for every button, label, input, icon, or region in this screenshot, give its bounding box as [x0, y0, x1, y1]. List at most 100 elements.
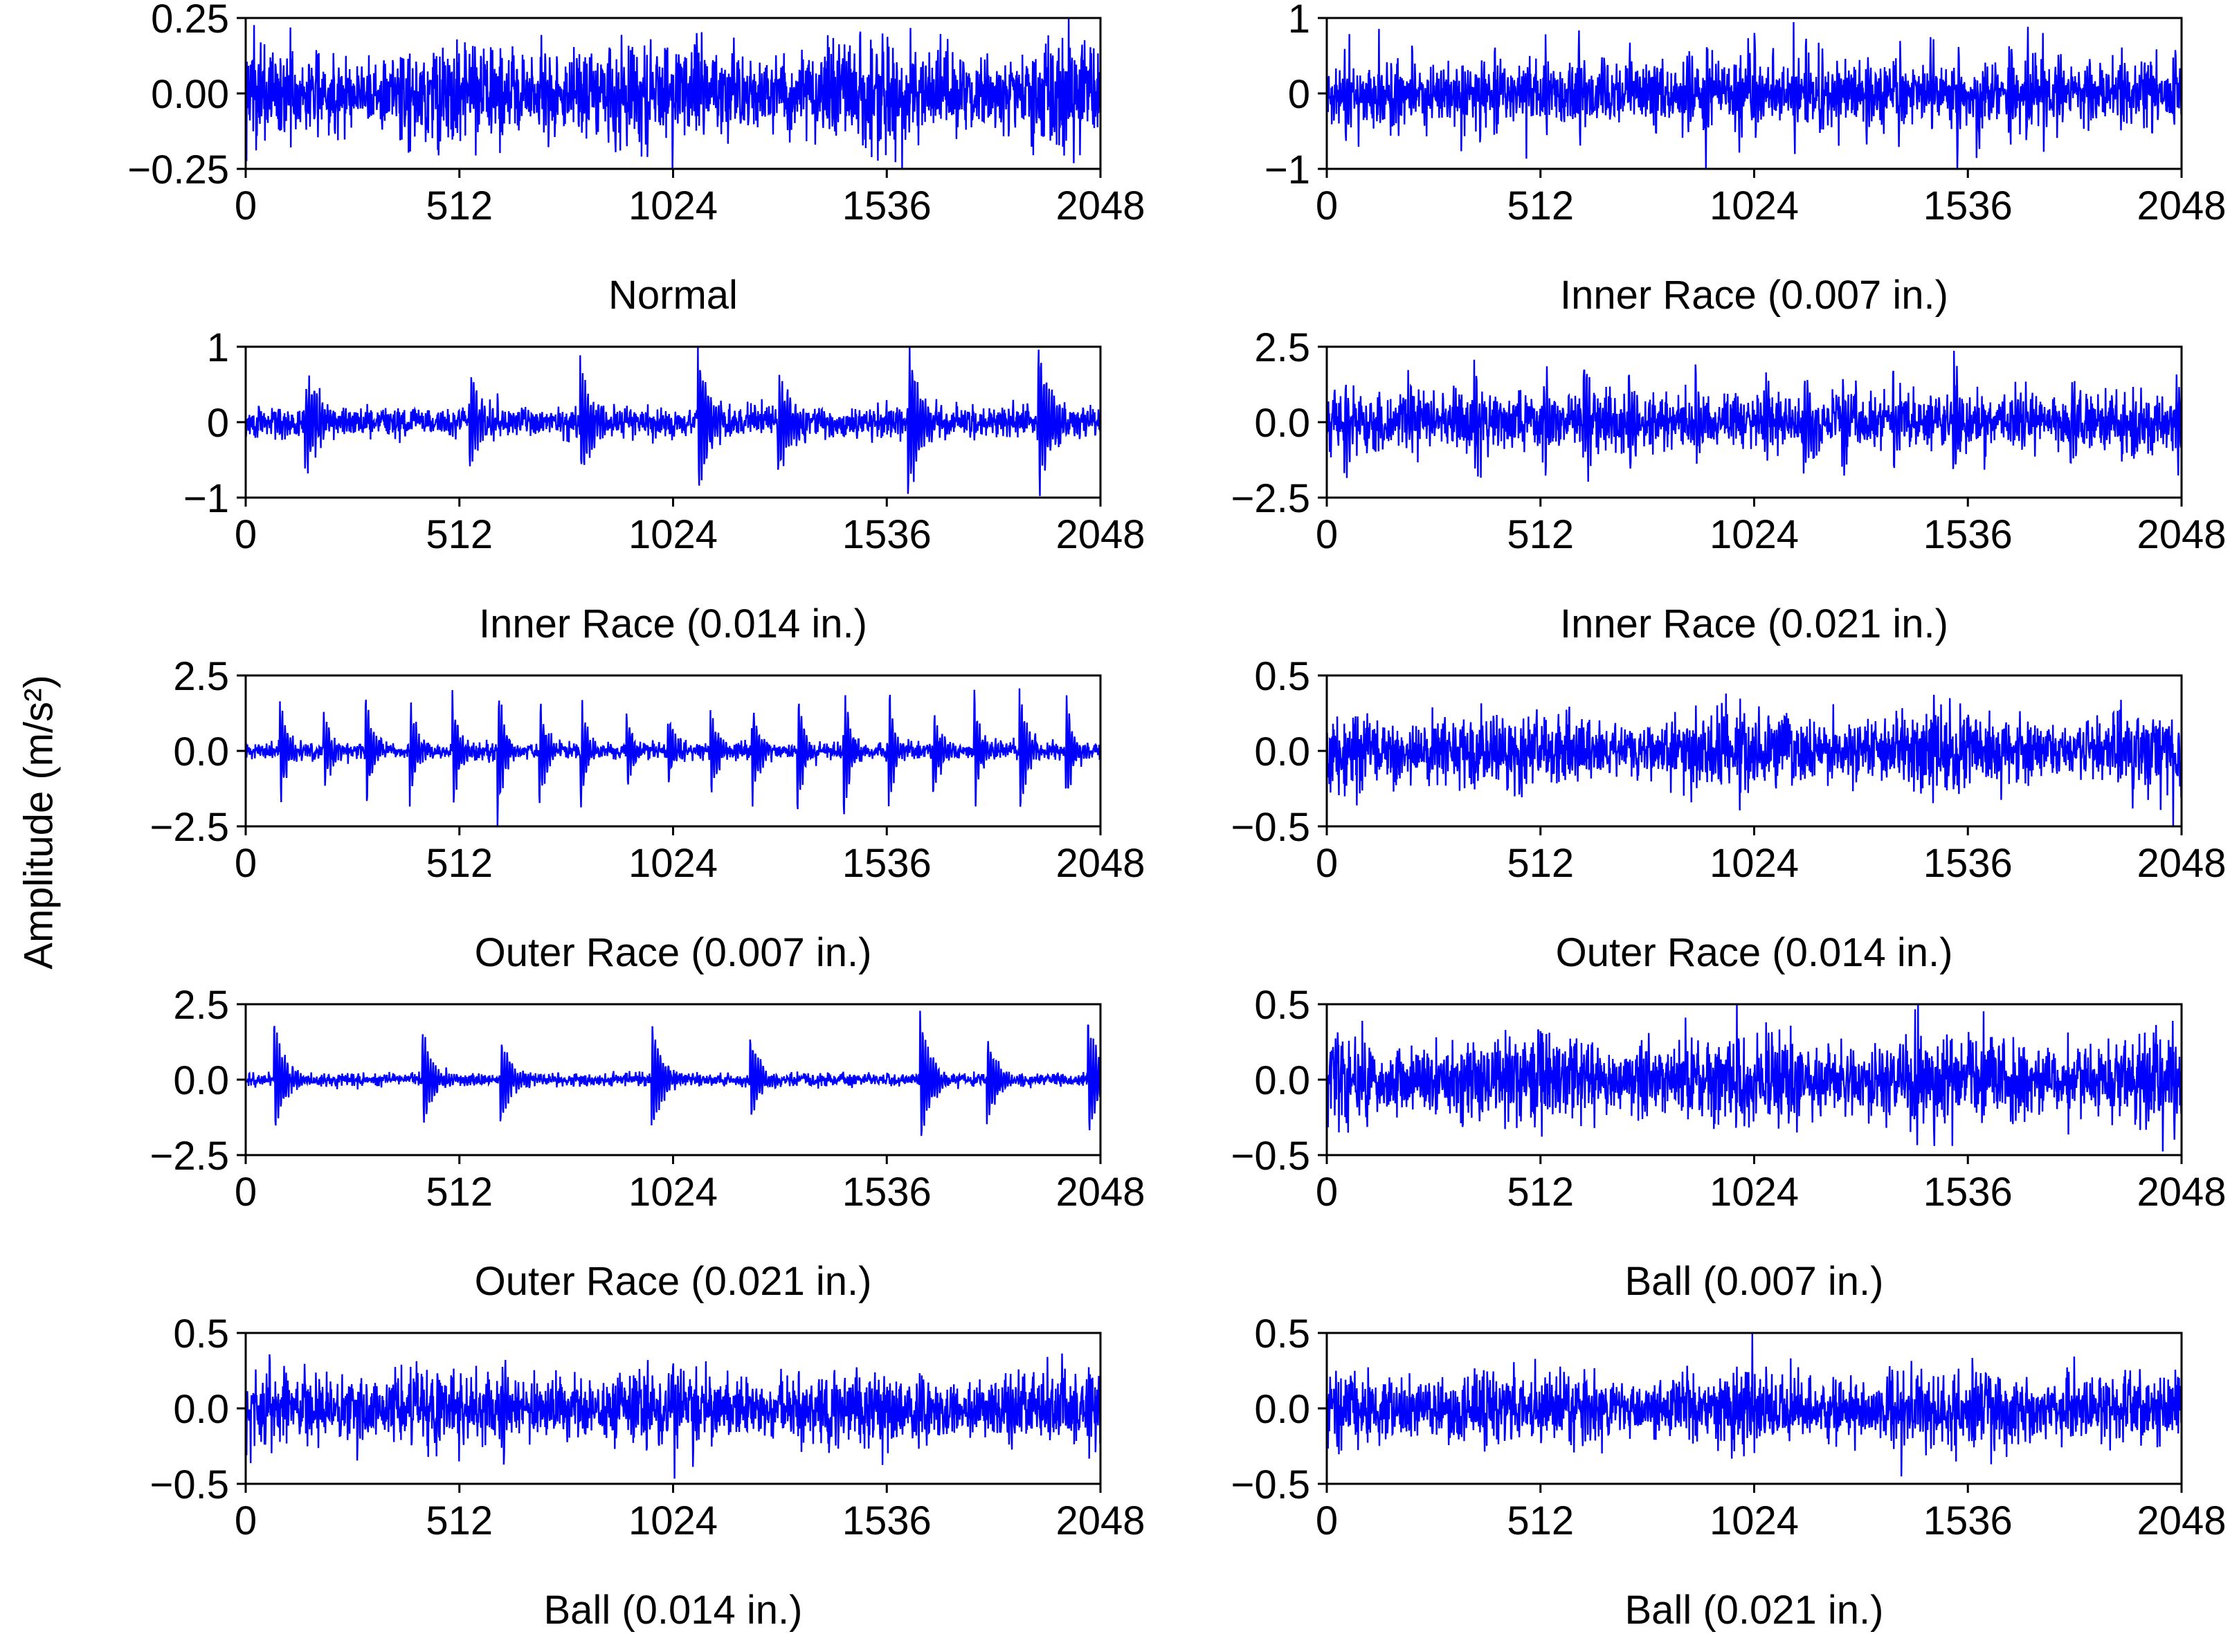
- y-tick-label: 0.0: [1254, 729, 1310, 774]
- y-tick-label: 0.0: [173, 1387, 229, 1432]
- plot-title: Normal: [608, 273, 738, 318]
- y-tick-label: 0.5: [1254, 1311, 1310, 1356]
- x-tick-label: 512: [1507, 1170, 1574, 1215]
- x-tick-label: 512: [1507, 841, 1574, 886]
- subplot-normal: 0.25 0.00 −0.25 0 512 1024 1536 2048 Normal: [76, 0, 1145, 337]
- x-tick-label: 0: [235, 512, 257, 557]
- x-tick-label: 1536: [1923, 1170, 2013, 1215]
- x-tick-label: 0: [235, 1498, 257, 1543]
- waveform-line: [1327, 1004, 2182, 1152]
- x-tick-label: 0: [235, 183, 257, 228]
- x-tick-label: 2048: [2137, 512, 2226, 557]
- x-tick-label: 1536: [842, 1170, 932, 1215]
- x-tick-label: 0: [1316, 183, 1338, 228]
- y-tick-label: −2.5: [1231, 476, 1311, 521]
- waveform-plot: 2.5 0.0 −2.50 512 1024 1536 2048: [1231, 325, 2227, 557]
- x-tick-label: 1024: [1710, 512, 1799, 557]
- y-tick-label: −2.5: [150, 1134, 230, 1179]
- subplot-outer-race-0007: 2.5 0.0 −2.5 0 512 1024 1536 2048 Outer Race (0…: [76, 654, 1145, 995]
- x-tick-label: 512: [426, 1170, 493, 1215]
- waveform-line: [1327, 693, 2182, 826]
- y-tick-label: 0.5: [1254, 654, 1310, 699]
- waveform-line: [246, 688, 1100, 826]
- x-tick-label: 2048: [1055, 1170, 1145, 1215]
- y-tick-label: −2.5: [150, 805, 230, 850]
- y-tick-label: 0.0: [173, 729, 229, 774]
- waveform-plot: 2.5 0.0 −2.50 512 1024 1536 2048: [150, 983, 1145, 1215]
- waveform-line: [246, 1010, 1100, 1136]
- x-tick-label: 1536: [1923, 1498, 2013, 1543]
- plot-title: Outer Race (0.021 in.): [474, 1259, 872, 1304]
- y-tick-label: 0: [1288, 72, 1310, 117]
- x-tick-label: 2048: [2137, 841, 2226, 886]
- y-tick-label: 0.0: [1254, 401, 1310, 446]
- waveform-line: [1327, 350, 2182, 482]
- subplot-outer-race-0014: 0.5 0.0 −0.5 0 512 1024 1536 2048 Outer Race (0…: [1157, 654, 2227, 995]
- x-tick-label: 2048: [1055, 183, 1145, 228]
- x-tick-label: 1536: [842, 841, 932, 886]
- plot-title: Ball (0.007 in.): [1624, 1259, 1884, 1304]
- y-tick-label: 2.5: [173, 983, 229, 1028]
- plot-title: Inner Race (0.007 in.): [1560, 273, 1948, 318]
- y-tick-label: 1: [207, 325, 229, 370]
- y-tick-label: −0.5: [1231, 1462, 1311, 1507]
- plot-title: Inner Race (0.021 in.): [1560, 601, 1948, 646]
- y-axis-label: Amplitude (m/s²): [16, 674, 62, 970]
- y-tick-label: 0.00: [151, 72, 229, 117]
- waveform-plot: 10−10 512 1024 1536 2048: [1264, 0, 2227, 228]
- x-tick-label: 0: [235, 841, 257, 886]
- x-tick-label: 0: [1316, 841, 1338, 886]
- waveform-plot: 2.5 0.0 −2.50 512 1024 1536 2048: [150, 654, 1145, 886]
- subplot-ball-0014: 0.5 0.0 −0.5 0 512 1024 1536 2048 Ball (0.014 i…: [76, 1311, 1145, 1652]
- waveform-plot: 0.5 0.0 −0.50 512 1024 1536 2048: [150, 1311, 1145, 1543]
- x-tick-label: 1536: [842, 1498, 932, 1543]
- x-tick-label: 1024: [1710, 841, 1799, 886]
- x-tick-label: 1024: [628, 841, 718, 886]
- x-tick-label: 0: [235, 1170, 257, 1215]
- x-tick-label: 2048: [2137, 1498, 2226, 1543]
- x-tick-label: 1536: [842, 183, 932, 228]
- y-tick-label: 0.0: [173, 1058, 229, 1103]
- x-tick-label: 2048: [2137, 183, 2226, 228]
- x-tick-label: 512: [1507, 512, 1574, 557]
- waveform-line: [246, 347, 1100, 496]
- y-tick-label: −1: [1264, 147, 1310, 192]
- y-tick-label: 2.5: [173, 654, 229, 699]
- x-tick-label: 2048: [1055, 1498, 1145, 1543]
- x-tick-label: 512: [426, 841, 493, 886]
- x-tick-label: 512: [1507, 183, 1574, 228]
- waveform-line: [246, 1353, 1100, 1479]
- x-tick-label: 1024: [628, 512, 718, 557]
- x-tick-label: 2048: [1055, 841, 1145, 886]
- plot-title: Ball (0.021 in.): [1624, 1588, 1884, 1633]
- x-tick-label: 1024: [628, 1170, 718, 1215]
- y-tick-label: 1: [1288, 0, 1310, 42]
- x-tick-label: 1024: [1710, 1170, 1799, 1215]
- y-tick-label: −0.25: [127, 147, 229, 192]
- waveform-plot: 0.5 0.0 −0.50 512 1024 1536 2048: [1231, 983, 2227, 1215]
- x-tick-label: 0: [1316, 1498, 1338, 1543]
- subplot-inner-race-0007: 1 0 −1 0 512 1024 1536 2048 Inner Race (0.007 i…: [1157, 0, 2227, 337]
- x-tick-label: 1536: [1923, 841, 2013, 886]
- x-tick-label: 2048: [1055, 512, 1145, 557]
- waveform-line: [1327, 1333, 2182, 1477]
- x-tick-label: 1024: [628, 1498, 718, 1543]
- waveform-line: [1327, 21, 2182, 169]
- y-tick-label: −1: [183, 476, 229, 521]
- x-tick-label: 1536: [842, 512, 932, 557]
- y-tick-label: 0.5: [1254, 983, 1310, 1028]
- y-tick-label: 0.25: [151, 0, 229, 42]
- subplot-inner-race-0021: 2.5 0.0 −2.5 0 512 1024 1536 2048 Inner Race (0…: [1157, 325, 2227, 666]
- x-tick-label: 1024: [628, 183, 718, 228]
- x-tick-label: 512: [426, 183, 493, 228]
- y-tick-label: 2.5: [1254, 325, 1310, 370]
- y-tick-label: 0.5: [173, 1311, 229, 1356]
- waveform-plot: 0.25 0.00 −0.250 512 1024 1536 2048: [127, 0, 1145, 228]
- y-tick-label: −0.5: [150, 1462, 230, 1507]
- plot-title: Outer Race (0.007 in.): [474, 930, 872, 975]
- x-tick-label: 1536: [1923, 183, 2013, 228]
- x-tick-label: 1536: [1923, 512, 2013, 557]
- y-tick-label: −0.5: [1231, 1134, 1311, 1179]
- waveform-plot: 0.5 0.0 −0.50 512 1024 1536 2048: [1231, 654, 2227, 886]
- x-tick-label: 1024: [1710, 183, 1799, 228]
